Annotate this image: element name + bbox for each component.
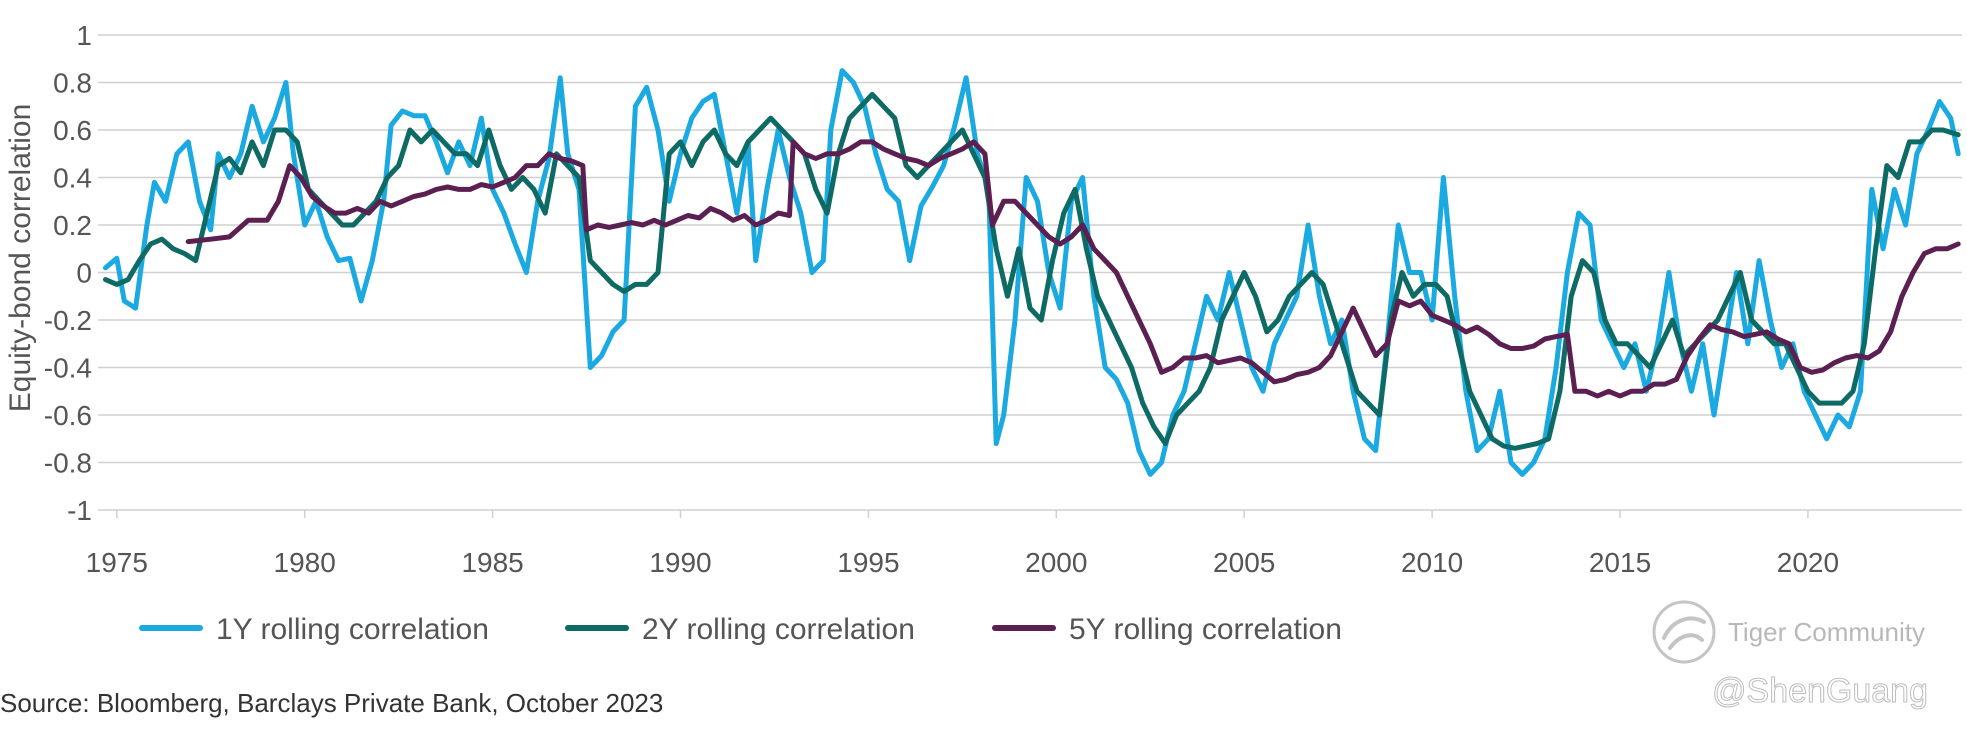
watermark-handle: @ShenGuang bbox=[1711, 672, 1929, 711]
x-tick-label: 1990 bbox=[649, 547, 711, 578]
y-tick-label: 0.6 bbox=[53, 115, 92, 146]
legend-label: 1Y rolling correlation bbox=[216, 613, 489, 646]
watermark-brand: Tiger Community bbox=[1650, 598, 1925, 666]
legend: 1Y rolling correlation 2Y rolling correla… bbox=[139, 613, 1342, 646]
y-axis-ticks: 1 0.8 0.6 0.4 0.2 0 -0.2 -0.4 -0.6 -0.8 -1 bbox=[44, 20, 92, 526]
y-tick-label: 0 bbox=[76, 258, 92, 289]
y-tick-label: -0.8 bbox=[44, 448, 92, 479]
y-tick-label: 0.4 bbox=[53, 163, 92, 194]
x-tick-label: 1975 bbox=[86, 547, 148, 578]
gridlines bbox=[98, 34, 1962, 511]
x-tick-label: 2010 bbox=[1401, 547, 1463, 578]
tiger-logo-icon bbox=[1652, 600, 1716, 664]
watermark-brand-text: Tiger Community bbox=[1728, 616, 1925, 647]
x-tick-label: 1995 bbox=[837, 547, 899, 578]
series-line-2y-rolling-correlation bbox=[103, 91, 1961, 451]
x-tick-label: 2005 bbox=[1213, 547, 1275, 578]
y-tick-label: -0.6 bbox=[44, 400, 92, 431]
source-note: Source: Bloomberg, Barclays Private Bank… bbox=[0, 688, 664, 718]
y-tick-label: 0.2 bbox=[53, 210, 92, 241]
legend-label: 5Y rolling correlation bbox=[1069, 613, 1342, 646]
y-tick-label: 1 bbox=[76, 20, 92, 51]
y-tick-label: 0.8 bbox=[53, 68, 92, 99]
series-lines bbox=[103, 68, 1961, 477]
y-tick-label: -1 bbox=[67, 495, 92, 526]
y-axis-label: Equity-bond correlation bbox=[4, 104, 37, 413]
series-line-5y-rolling-correlation bbox=[185, 139, 1961, 399]
x-tick-label: 2000 bbox=[1025, 547, 1087, 578]
x-tick-label: 2020 bbox=[1777, 547, 1839, 578]
y-tick-label: -0.4 bbox=[44, 353, 92, 384]
x-axis-ticks: 1975 1980 1985 1990 1995 2000 2005 2010 2015 2020 bbox=[86, 510, 1839, 578]
x-tick-label: 1985 bbox=[461, 547, 523, 578]
legend-label: 2Y rolling correlation bbox=[642, 613, 915, 646]
x-tick-label: 1980 bbox=[274, 547, 336, 578]
x-tick-label: 2015 bbox=[1589, 547, 1651, 578]
y-tick-label: -0.2 bbox=[44, 305, 92, 336]
